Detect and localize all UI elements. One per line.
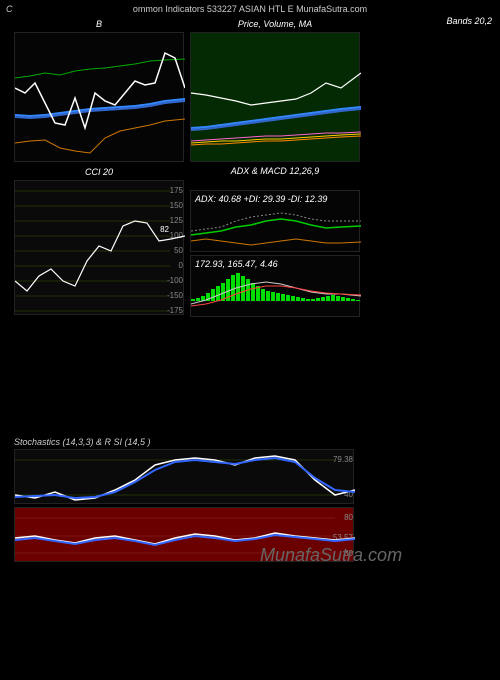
header-title: ommon Indicators 533227 ASIAN HTL E Muna… (133, 4, 367, 14)
svg-text:50: 50 (174, 246, 183, 255)
svg-text:175: 175 (170, 186, 184, 195)
macd-chart: 172.93, 165.47, 4.46 (190, 255, 360, 317)
svg-text:150: 150 (170, 201, 184, 210)
svg-text:80: 80 (344, 513, 353, 522)
adx-macd-title: ADX & MACD 12,26,9 (190, 166, 360, 176)
price-chart-2: Price, Volume, MA (190, 32, 360, 162)
cci-chart: CCI 20 175150125100500-100-150-17582 (14, 180, 184, 315)
rsi-chart: 8053.5730 (14, 507, 354, 562)
cci-title: CCI 20 (85, 167, 113, 177)
svg-text:82: 82 (160, 225, 169, 234)
chart1-title: B (96, 19, 102, 29)
header-c: C (6, 4, 13, 14)
bands-label: Bands 20,2 (446, 16, 492, 26)
svg-text:ADX: 40.68 +DI: 29.39 -DI: 1: ADX: 40.68 +DI: 29.39 -DI: 12.39 (194, 194, 327, 204)
svg-text:-150: -150 (167, 291, 184, 300)
svg-text:0: 0 (179, 261, 184, 270)
svg-text:-100: -100 (167, 276, 184, 285)
svg-text:172.93, 165.47, 4.46: 172.93, 165.47, 4.46 (195, 259, 278, 269)
svg-text:-175: -175 (167, 306, 184, 315)
adx-chart: ADX: 40.68 +DI: 29.39 -DI: 12.39 (190, 190, 360, 252)
chart2-title: Price, Volume, MA (238, 19, 312, 29)
svg-text:79.38: 79.38 (333, 455, 354, 464)
svg-text:125: 125 (170, 216, 184, 225)
stoch-chart: 79.3840 (14, 449, 354, 504)
svg-text:30: 30 (344, 549, 353, 558)
stoch-title: Stochastics (14,3,3) & R SI (14,5 ) (14, 437, 500, 447)
price-chart-1: B (14, 32, 184, 162)
